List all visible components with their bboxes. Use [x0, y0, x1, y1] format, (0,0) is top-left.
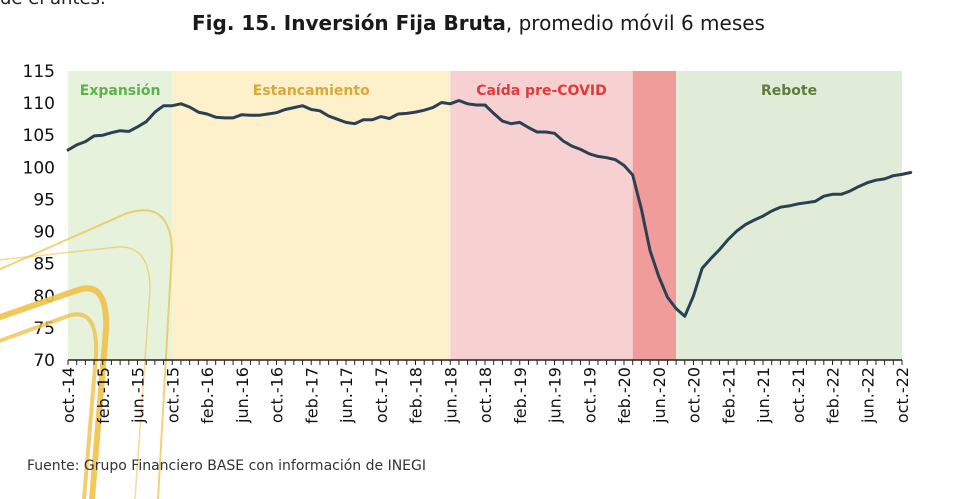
regime-label-0: Expansión: [80, 83, 161, 99]
x-tick-label: oct.-20: [685, 367, 704, 423]
x-tick-label: feb.-16: [198, 367, 217, 424]
x-tick-label: feb.-15: [94, 367, 113, 424]
y-tick-label: 100: [23, 158, 55, 178]
decor-arc-3: [0, 312, 99, 499]
regime-band-2: [450, 71, 633, 360]
chart-title-bold: Fig. 15. Inversión Fija Bruta: [192, 11, 506, 35]
regime-label-2: Caída pre-COVID: [476, 83, 607, 99]
x-tick-label: jun.-18: [441, 367, 460, 424]
x-tick-label: feb.-17: [302, 367, 321, 424]
x-tick-label: oct.-22: [893, 367, 912, 423]
regime-backgrounds: [68, 71, 902, 360]
x-axis: oct.-14 feb.-15 jun.-15 oct.-15 feb.-16 jun.-…: [59, 359, 912, 424]
x-tick-label: jun.-20: [650, 367, 669, 424]
x-tick-label: oct.-17: [372, 367, 391, 423]
regime-band-1: [172, 71, 451, 360]
y-tick-label: 105: [23, 126, 55, 146]
source-note: Fuente: Grupo Financiero BASE con inform…: [27, 458, 426, 474]
decorative-arcs: [0, 209, 174, 499]
x-tick-label: feb.-21: [719, 367, 738, 424]
decor-arc-0: [0, 209, 174, 499]
chart-title: Fig. 15. Inversión Fija Bruta, promedio …: [0, 11, 957, 35]
y-tick-label: 90: [33, 223, 55, 243]
x-tick-label: feb.-22: [824, 367, 843, 424]
y-tick-label: 95: [33, 190, 55, 210]
regime-label-1: Estancamiento: [253, 83, 370, 99]
y-tick-label: 115: [23, 62, 55, 82]
x-tick-label: oct.-18: [476, 367, 495, 423]
regime-labels: Expansión Estancamiento Caída pre-COVID Reb…: [80, 83, 817, 99]
regime-band-4: [676, 71, 902, 360]
x-tick-label: feb.-20: [615, 367, 634, 424]
x-tick-label: jun.-15: [129, 367, 148, 424]
series-group: [66, 99, 913, 318]
x-tick-label: oct.-14: [59, 367, 78, 423]
x-tick-label: oct.-19: [580, 367, 599, 423]
y-tick-label: 70: [33, 351, 55, 371]
x-tick-label: jun.-22: [858, 367, 877, 424]
decor-arc-2: [0, 285, 110, 499]
cut-off-text: de el antes.: [0, 0, 106, 9]
x-tick-label: jun.-17: [337, 367, 356, 424]
chart-title-rest: , promedio móvil 6 meses: [505, 11, 765, 35]
y-tick-label: 85: [33, 255, 55, 275]
x-tick-label: jun.-19: [546, 367, 565, 424]
x-tick-label: feb.-19: [511, 367, 530, 424]
decor-arc-1: [0, 246, 151, 499]
y-tick-label: 110: [23, 94, 55, 114]
regime-band-3: [632, 71, 677, 360]
x-tick-label: oct.-15: [163, 367, 182, 423]
series-line-0: [66, 99, 913, 318]
x-tick-label: jun.-21: [754, 367, 773, 424]
x-tick-label: oct.-21: [789, 367, 808, 423]
x-tick-label: oct.-16: [268, 367, 287, 423]
regime-label-4: Rebote: [761, 83, 817, 99]
x-tick-label: jun.-16: [233, 367, 252, 424]
x-tick-label: feb.-18: [407, 367, 426, 424]
